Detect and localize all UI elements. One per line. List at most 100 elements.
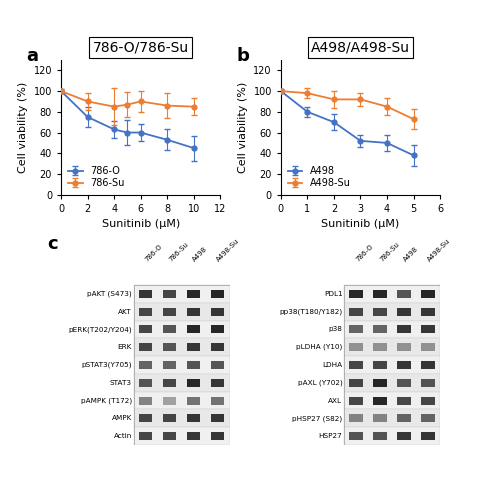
Bar bbox=[397, 396, 410, 404]
Bar bbox=[163, 326, 176, 334]
Bar bbox=[397, 414, 410, 422]
Bar bbox=[133, 392, 229, 409]
Text: pAXL (Y702): pAXL (Y702) bbox=[297, 380, 342, 386]
Text: A498: A498 bbox=[191, 246, 208, 262]
Bar bbox=[349, 396, 362, 404]
Text: ERK: ERK bbox=[117, 344, 132, 350]
Bar bbox=[421, 396, 434, 404]
Text: a: a bbox=[26, 46, 38, 64]
Bar bbox=[163, 414, 176, 422]
Text: pp38(T180/Y182): pp38(T180/Y182) bbox=[279, 308, 342, 315]
Bar bbox=[163, 379, 176, 387]
Bar bbox=[186, 326, 200, 334]
Bar bbox=[421, 361, 434, 369]
Bar bbox=[133, 356, 229, 374]
Bar bbox=[349, 379, 362, 387]
Bar bbox=[186, 379, 200, 387]
Bar bbox=[210, 414, 224, 422]
Bar bbox=[421, 326, 434, 334]
Y-axis label: Cell viability (%): Cell viability (%) bbox=[237, 82, 247, 173]
Bar bbox=[373, 432, 386, 440]
Bar bbox=[133, 302, 229, 320]
Bar bbox=[344, 374, 439, 392]
Bar bbox=[397, 308, 410, 316]
Bar bbox=[421, 308, 434, 316]
Text: HSP27: HSP27 bbox=[318, 433, 342, 439]
Bar bbox=[397, 326, 410, 334]
Bar bbox=[344, 285, 439, 302]
Text: pSTAT3(Y705): pSTAT3(Y705) bbox=[81, 362, 132, 368]
Bar bbox=[421, 414, 434, 422]
Bar bbox=[186, 361, 200, 369]
Bar bbox=[210, 379, 224, 387]
Bar bbox=[163, 432, 176, 440]
Bar bbox=[344, 338, 439, 356]
Bar bbox=[344, 356, 439, 374]
Bar bbox=[139, 343, 152, 351]
Text: Actin: Actin bbox=[113, 433, 132, 439]
Bar bbox=[139, 396, 152, 404]
Text: 786-O: 786-O bbox=[143, 243, 163, 262]
Bar bbox=[186, 290, 200, 298]
Bar bbox=[397, 361, 410, 369]
Text: pERK(T202/Y204): pERK(T202/Y204) bbox=[68, 326, 132, 332]
Bar bbox=[133, 320, 229, 338]
Bar bbox=[133, 285, 229, 302]
Text: A498-Su: A498-Su bbox=[426, 238, 450, 262]
Bar bbox=[373, 308, 386, 316]
Bar bbox=[133, 410, 229, 427]
Text: LDHA: LDHA bbox=[322, 362, 342, 368]
Bar bbox=[344, 427, 439, 445]
Bar bbox=[373, 343, 386, 351]
Bar bbox=[163, 343, 176, 351]
Bar bbox=[349, 290, 362, 298]
Legend: A498, A498-Su: A498, A498-Su bbox=[285, 164, 352, 190]
Text: PDL1: PDL1 bbox=[323, 291, 342, 297]
Bar bbox=[210, 396, 224, 404]
Bar bbox=[421, 343, 434, 351]
Bar bbox=[139, 432, 152, 440]
Bar bbox=[344, 302, 439, 320]
Text: 786-Su: 786-Su bbox=[378, 241, 399, 262]
Bar bbox=[344, 320, 439, 338]
Bar bbox=[186, 396, 200, 404]
Bar bbox=[133, 374, 229, 392]
Bar bbox=[133, 338, 229, 356]
Text: STAT3: STAT3 bbox=[110, 380, 132, 386]
Bar bbox=[210, 343, 224, 351]
Bar bbox=[349, 361, 362, 369]
Bar bbox=[210, 432, 224, 440]
Bar bbox=[397, 343, 410, 351]
Bar bbox=[344, 285, 439, 445]
Bar bbox=[344, 410, 439, 427]
Bar bbox=[210, 290, 224, 298]
Text: 786-Su: 786-Su bbox=[167, 241, 189, 262]
Bar bbox=[421, 432, 434, 440]
X-axis label: Sunitinib (μM): Sunitinib (μM) bbox=[102, 220, 180, 230]
Text: pAMPK (T172): pAMPK (T172) bbox=[81, 398, 132, 404]
Bar bbox=[344, 392, 439, 409]
Text: AMPK: AMPK bbox=[111, 416, 132, 422]
Bar bbox=[163, 361, 176, 369]
Text: p38: p38 bbox=[328, 326, 342, 332]
Bar bbox=[349, 326, 362, 334]
Bar bbox=[421, 290, 434, 298]
Bar bbox=[373, 326, 386, 334]
Bar bbox=[210, 308, 224, 316]
Text: pLDHA (Y10): pLDHA (Y10) bbox=[296, 344, 342, 350]
Bar bbox=[373, 361, 386, 369]
Text: b: b bbox=[236, 46, 249, 64]
Bar bbox=[186, 414, 200, 422]
Text: AKT: AKT bbox=[118, 308, 132, 314]
Text: A498-Su: A498-Su bbox=[215, 238, 241, 262]
Bar bbox=[163, 396, 176, 404]
Bar bbox=[163, 308, 176, 316]
Bar bbox=[163, 290, 176, 298]
Bar bbox=[139, 379, 152, 387]
Text: 786-O: 786-O bbox=[354, 243, 373, 262]
X-axis label: Sunitinib (μM): Sunitinib (μM) bbox=[321, 220, 399, 230]
Bar bbox=[397, 432, 410, 440]
Bar bbox=[139, 414, 152, 422]
Text: AXL: AXL bbox=[328, 398, 342, 404]
Bar bbox=[139, 290, 152, 298]
